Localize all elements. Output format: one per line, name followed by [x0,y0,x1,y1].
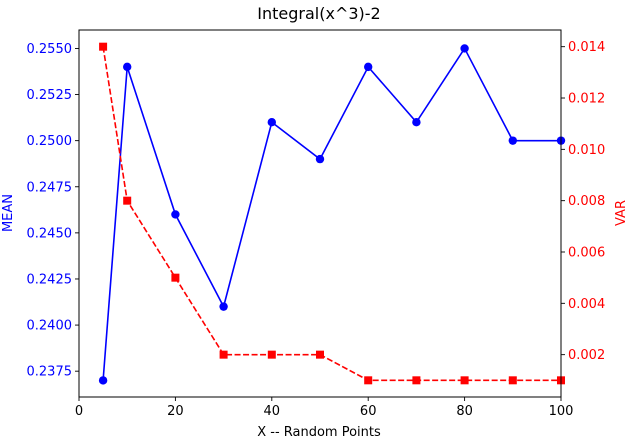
right-y-tick-label: 0.002 [568,348,605,363]
left-y-tick-label: 0.2475 [27,180,73,195]
series-2-point [267,350,276,359]
series-1-point [460,44,469,53]
left-y-tick-label: 0.2375 [27,365,73,380]
right-y-axis-label: VAR [614,200,629,226]
x-axis-label: X -- Random Points [257,425,381,440]
series-1-point [508,136,517,145]
right-y-tick-label: 0.010 [568,143,605,158]
series-1-point [171,210,180,219]
series-1-point [219,302,228,311]
series-1-point [98,376,108,385]
series-2-point [412,376,421,385]
series-1-point [123,62,132,72]
left-y-tick-label: 0.2500 [27,134,73,149]
right-y-tick-label: 0.006 [568,245,605,260]
series-1-point [364,62,373,72]
series-2-point [364,376,373,385]
plot-area: 0 20 40 60 80 100 0.2375 0.2400 0.2425 0.2450 0.24… [27,29,605,419]
right-y-tick-label: 0.014 [568,40,605,55]
series-2-point [219,350,228,359]
left-y-tick-label: 0.2400 [27,319,73,334]
left-y-axis-label: MEAN [1,194,16,232]
series-2-point [508,376,517,385]
x-tick-label: 80 [456,404,473,419]
series-2-point [316,350,324,359]
x-tick-label: 60 [360,404,377,419]
series-2-point [99,42,108,51]
left-y-tick-label: 0.2425 [27,272,73,287]
x-tick-label: 100 [549,404,574,419]
left-y-tick-label: 0.2525 [27,88,73,103]
series-2-point [171,273,180,282]
series-1-point [315,154,325,164]
chart-title: Integral(x^3)-2 [257,4,380,23]
x-tick-label: 0 [75,404,83,419]
right-y-tick-label: 0.012 [568,92,605,107]
series-1-point [412,118,421,127]
series-2-point [460,376,469,385]
x-tick-label: 20 [167,404,184,419]
series-1-point [267,118,276,127]
series-2-point [123,196,132,205]
right-y-tick-label: 0.008 [568,194,605,209]
right-y-tick-label: 0.004 [568,297,605,312]
plot-frame [78,29,562,398]
left-y-tick-label: 0.2550 [27,42,73,57]
left-y-tick-label: 0.2450 [27,226,73,241]
x-tick-label: 40 [264,404,281,419]
